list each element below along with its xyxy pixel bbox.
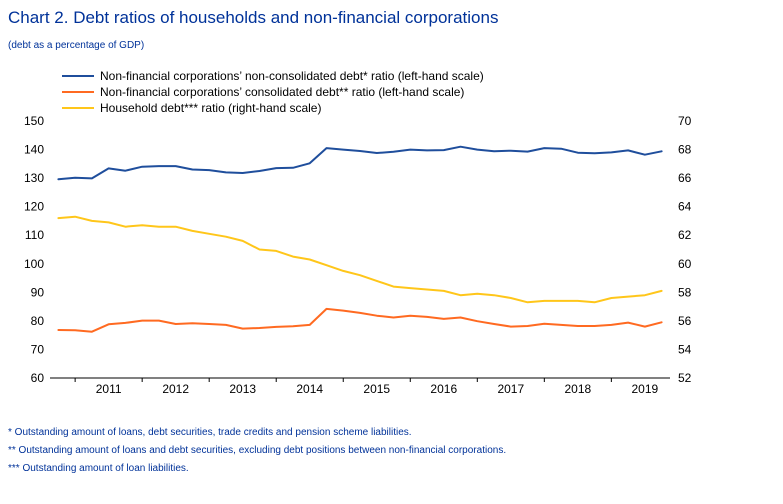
right-axis-tick-label: 56 [678, 314, 692, 328]
left-axis-tick-label: 60 [31, 371, 45, 385]
x-axis-ticks [74, 378, 612, 382]
right-axis-tick-label: 60 [678, 257, 692, 271]
x-axis-tick-label: 2015 [363, 382, 390, 396]
x-axis-tick-label: 2016 [430, 382, 457, 396]
footnote-2: ** Outstanding amount of loans and debt … [8, 445, 507, 456]
footnote-3: *** Outstanding amount of loan liabiliti… [8, 463, 189, 474]
legend: Non-financial corporations’ non-consolid… [62, 69, 484, 115]
x-axis-tick-label: 2017 [497, 382, 524, 396]
right-axis-tick-label: 62 [678, 228, 692, 242]
footnote-1: * Outstanding amount of loans, debt secu… [8, 427, 412, 438]
x-axis-labels: 2011 2012 2013 2014 2015 2016 2017 2018 2019 [96, 382, 659, 396]
left-axis-tick-label: 90 [31, 285, 45, 299]
legend-label: Non-financial corporations’ non-consolid… [100, 69, 484, 83]
x-axis-tick-label: 2014 [296, 382, 323, 396]
left-axis-tick-label: 120 [24, 200, 44, 214]
right-axis-tick-label: 58 [678, 285, 692, 299]
left-axis-tick-label: 110 [25, 228, 44, 242]
series-line-1 [57, 145, 663, 181]
footnotes: * Outstanding amount of loans, debt secu… [8, 424, 778, 478]
legend-label: Household debt*** ratio (right-hand scal… [100, 101, 321, 115]
chart-subtitle: (debt as a percentage of GDP) [8, 40, 145, 51]
series-line-2 [57, 307, 663, 333]
left-axis-tick-label: 130 [24, 171, 44, 185]
chart-title: Chart 2. Debt ratios of households and n… [8, 8, 499, 27]
x-axis-tick-label: 2011 [96, 382, 122, 396]
left-axis-tick-label: 150 [24, 114, 44, 128]
line-chart: Non-financial corporations’ non-consolid… [24, 69, 692, 396]
legend-label: Non-financial corporations’ consolidated… [100, 85, 464, 99]
left-axis-tick-label: 100 [24, 257, 44, 271]
right-axis-tick-label: 52 [678, 371, 692, 385]
series-line-3 [57, 215, 663, 304]
x-axis-tick-label: 2012 [162, 382, 189, 396]
right-axis-tick-label: 66 [678, 171, 692, 185]
plot-area: 2011 2012 2013 2014 2015 2016 2017 2018 2019 60 7… [24, 114, 692, 396]
right-axis-tick-label: 70 [678, 114, 692, 128]
left-axis-tick-label: 80 [31, 314, 45, 328]
left-axis-tick-label: 140 [24, 143, 44, 157]
right-axis-labels: 52 54 56 58 60 62 64 66 68 70 [678, 114, 692, 385]
x-axis-tick-label: 2013 [229, 382, 256, 396]
left-axis-tick-label: 70 [31, 342, 45, 356]
right-axis-tick-label: 68 [678, 143, 692, 157]
right-axis-tick-label: 64 [678, 200, 692, 214]
x-axis-tick-label: 2019 [632, 382, 659, 396]
left-axis-labels: 60 70 80 90 100 110 120 130 140 150 [24, 114, 44, 385]
right-axis-tick-label: 54 [678, 342, 692, 356]
series-lines [57, 145, 663, 333]
x-axis-tick-label: 2018 [564, 382, 591, 396]
